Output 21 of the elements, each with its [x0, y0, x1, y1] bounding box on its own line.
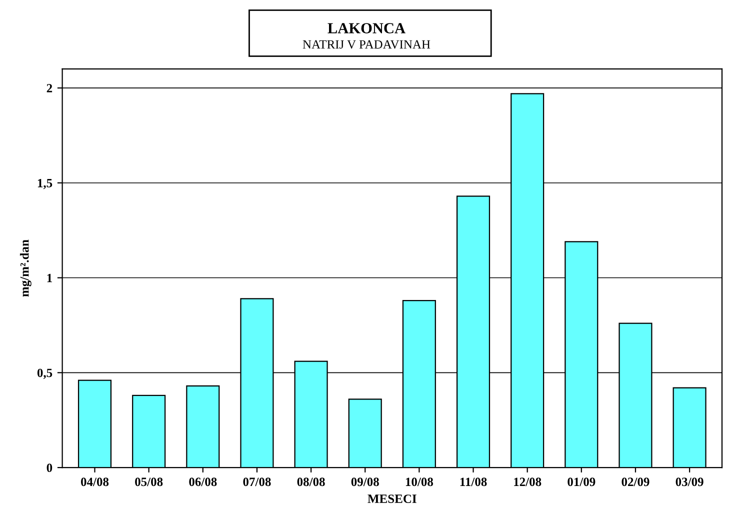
x-tick-label: 06/08 — [189, 478, 217, 486]
x-tick-label: 04/08 — [80, 478, 109, 486]
y-tick-label: 1,5 — [38, 178, 52, 190]
chart-subtitle: NATRIJ V PADAVINAH — [302, 40, 430, 49]
x-tick-label: 09/08 — [351, 478, 379, 486]
chart-title: LAKONCA — [328, 23, 406, 34]
x-tick-label: 08/08 — [297, 478, 325, 486]
y-tick-label: 0,5 — [37, 368, 52, 379]
x-tick-label: 01/09 — [568, 478, 596, 486]
y-axis-title: mg/m².dan — [20, 240, 32, 297]
y-tick-label: 1 — [47, 274, 52, 282]
x-tick-label: 12/08 — [514, 478, 542, 486]
y-tick-label: 0 — [46, 464, 52, 472]
y-tick-label: 2 — [46, 84, 52, 92]
x-tick-label: 02/09 — [622, 478, 650, 486]
x-tick-label: 03/09 — [676, 478, 704, 486]
x-tick-label: 05/08 — [135, 478, 163, 486]
x-tick-label: 07/08 — [243, 478, 271, 486]
x-tick-label: 11/08 — [460, 478, 487, 486]
x-tick-label: 10/08 — [406, 478, 434, 486]
x-axis-title: MESECI — [368, 494, 416, 503]
